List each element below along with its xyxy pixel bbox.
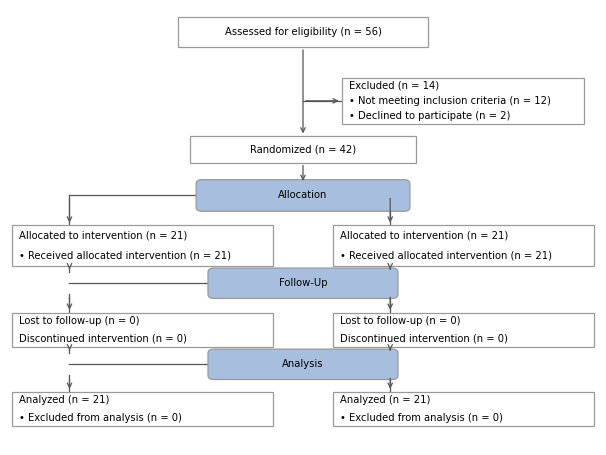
Bar	[12, 226, 273, 266]
Text: Allocated to intervention (n = 21): Allocated to intervention (n = 21)	[19, 231, 187, 241]
Text: • Received allocated intervention (n = 21): • Received allocated intervention (n = 2…	[340, 251, 552, 261]
Text: • Excluded from analysis (n = 0): • Excluded from analysis (n = 0)	[19, 413, 182, 423]
FancyBboxPatch shape	[196, 180, 410, 211]
Text: Lost to follow-up (n = 0): Lost to follow-up (n = 0)	[340, 316, 461, 326]
Text: Randomized (n = 42): Randomized (n = 42)	[250, 145, 356, 154]
Text: Excluded (n = 14): Excluded (n = 14)	[348, 80, 439, 90]
Bar	[12, 313, 273, 347]
Text: • Not meeting inclusion criteria (n = 12): • Not meeting inclusion criteria (n = 12…	[348, 96, 551, 106]
Bar	[178, 17, 428, 47]
FancyBboxPatch shape	[208, 268, 398, 298]
Text: Allocation: Allocation	[278, 191, 328, 201]
Text: • Excluded from analysis (n = 0): • Excluded from analysis (n = 0)	[340, 413, 503, 423]
FancyBboxPatch shape	[208, 349, 398, 379]
Text: Allocated to intervention (n = 21): Allocated to intervention (n = 21)	[340, 231, 508, 241]
Bar	[190, 136, 416, 162]
Text: Lost to follow-up (n = 0): Lost to follow-up (n = 0)	[19, 316, 139, 326]
Text: Analyzed (n = 21): Analyzed (n = 21)	[19, 395, 110, 405]
Text: Discontinued intervention (n = 0): Discontinued intervention (n = 0)	[19, 334, 187, 344]
Text: Follow-Up: Follow-Up	[279, 278, 327, 288]
Bar	[333, 226, 594, 266]
Text: • Received allocated intervention (n = 21): • Received allocated intervention (n = 2…	[19, 251, 231, 261]
Text: Assessed for eligibility (n = 56): Assessed for eligibility (n = 56)	[225, 27, 381, 37]
Bar	[12, 392, 273, 426]
Text: Analyzed (n = 21): Analyzed (n = 21)	[340, 395, 430, 405]
Text: • Declined to participate (n = 2): • Declined to participate (n = 2)	[348, 111, 510, 121]
Text: Discontinued intervention (n = 0): Discontinued intervention (n = 0)	[340, 334, 508, 344]
Bar	[342, 77, 584, 124]
Bar	[333, 313, 594, 347]
Bar	[333, 392, 594, 426]
Text: Analysis: Analysis	[282, 359, 324, 369]
